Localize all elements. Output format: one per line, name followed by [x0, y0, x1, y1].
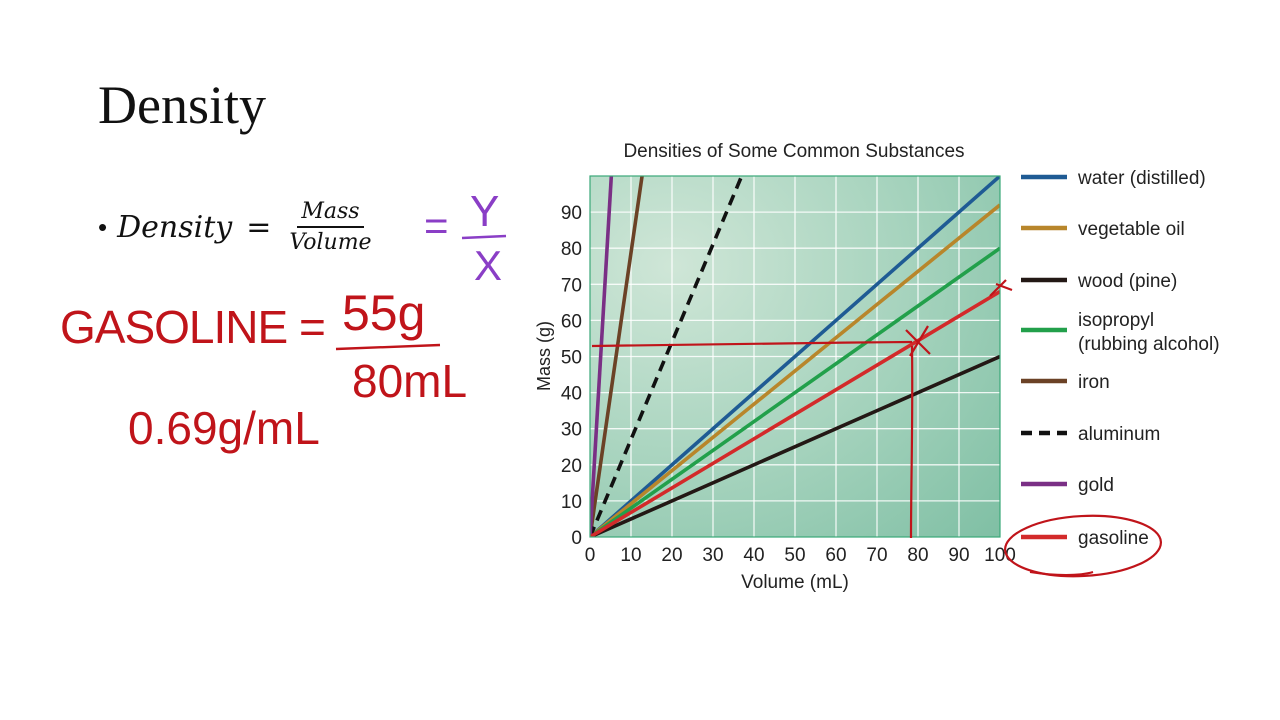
y-tick-label: 80: [561, 239, 582, 260]
hand-point-mark: [905, 325, 931, 357]
series-line-aluminum: [590, 176, 744, 537]
formula-numerator: Mass: [297, 199, 364, 228]
legend-label-water: water (distilled): [1077, 168, 1206, 189]
hand-fraction-bar: [461, 234, 507, 240]
x-tick-label: 40: [743, 545, 764, 566]
formula-fraction: Mass Volume: [285, 199, 375, 255]
hand-gasoline-label: GASOLINE =: [60, 301, 325, 353]
chart-title: Densities of Some Common Substances: [623, 141, 964, 162]
x-tick-label: 20: [661, 545, 682, 566]
series-line-iron: [590, 176, 644, 537]
legend-label-vegetable-oil: vegetable oil: [1078, 219, 1185, 240]
y-tick-label: 40: [561, 384, 582, 405]
hand-horizontal-guide: [591, 340, 913, 348]
legend-label-wood: wood (pine): [1077, 271, 1177, 292]
y-tick-label: 0: [571, 528, 582, 549]
plot-border: [589, 175, 1001, 538]
y-tick-labels: 0 10 20 30 40 50 60 70 80 90: [561, 203, 582, 549]
hand-division-bar: [335, 343, 441, 351]
legend-label-iron: iron: [1078, 372, 1110, 393]
y-tick-label: 20: [561, 456, 582, 477]
hand-legend-circle: [1003, 514, 1163, 578]
hand-x: X: [474, 242, 502, 289]
x-axis-label: Volume (mL): [741, 572, 849, 593]
series-line-gold: [590, 176, 614, 537]
y-tick-label: 90: [561, 203, 582, 224]
legend-label-isopropyl: (rubbing alcohol): [1078, 334, 1220, 355]
x-tick-label: 30: [702, 545, 723, 566]
x-tick-label: 70: [866, 545, 887, 566]
series-line-isopropyl: [590, 246, 1000, 537]
hand-result: 0.69g/mL: [128, 402, 320, 454]
legend: water (distilled) vegetable oil wood (pine…: [1021, 168, 1220, 549]
legend-label-aluminum: aluminum: [1078, 424, 1160, 445]
formula-equals: =: [246, 209, 272, 245]
hand-circle-tail: [1029, 571, 1094, 576]
hand-vertical-guide: [909, 345, 914, 539]
series-line-wood: [590, 354, 1000, 537]
bullet-icon: •: [98, 211, 108, 242]
hand-mass-value: 55g: [342, 285, 425, 341]
density-formula: • Density = Mass Volume: [98, 192, 376, 262]
hand-equals: =: [424, 202, 449, 249]
x-tick-label: 80: [907, 545, 928, 566]
slide-title: Density: [98, 75, 266, 135]
y-tick-label: 60: [561, 311, 582, 332]
y-tick-label: 70: [561, 275, 582, 296]
x-tick-label: 60: [825, 545, 846, 566]
legend-label-gold: gold: [1078, 475, 1114, 496]
hand-end-mark: [989, 279, 1013, 297]
y-axis-label: Mass (g): [534, 321, 554, 391]
series-lines: [590, 176, 1000, 537]
x-tick-label: 100: [984, 545, 1016, 566]
x-tick-label: 10: [620, 545, 641, 566]
x-tick-label: 50: [784, 545, 805, 566]
series-line-water: [590, 176, 1000, 537]
series-line-gasoline: [590, 289, 1000, 537]
x-tick-label: 0: [585, 545, 596, 566]
hand-volume-value: 80mL: [352, 355, 467, 407]
formula-denominator: Volume: [289, 230, 372, 255]
series-line-vegetable-oil: [590, 203, 1000, 537]
legend-label-gasoline: gasoline: [1078, 528, 1149, 549]
y-tick-label: 30: [561, 420, 582, 441]
x-tick-label: 90: [948, 545, 969, 566]
hand-y: Y: [470, 187, 499, 236]
x-tick-labels: 0 10 20 30 40 50 60 70 80 90 100: [585, 545, 1016, 566]
handwritten-annotations: = Y X GASOLINE = 55g 80mL 0.69g/mL: [60, 187, 1163, 578]
y-tick-label: 10: [561, 492, 582, 513]
formula-lhs: Density: [117, 209, 233, 245]
legend-label-isopropyl: isopropyl: [1078, 310, 1154, 331]
y-tick-label: 50: [561, 348, 582, 369]
